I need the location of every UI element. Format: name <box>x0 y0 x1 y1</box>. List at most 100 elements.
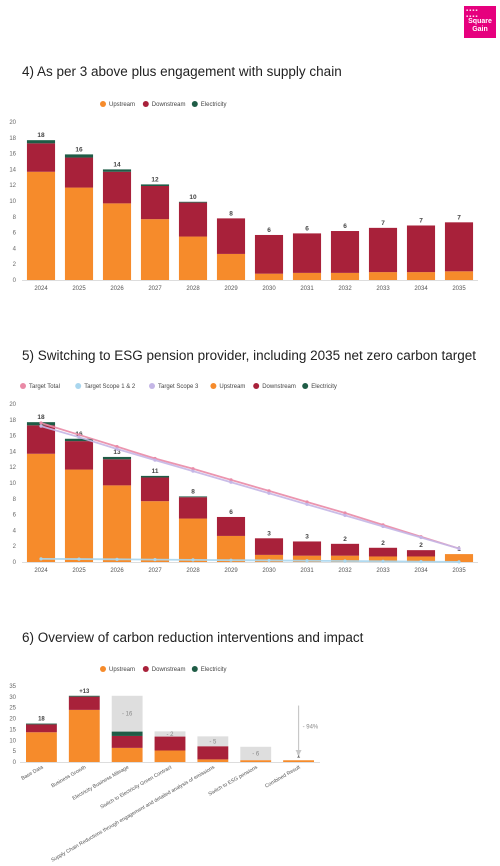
y-tick-label: 6 <box>13 513 17 519</box>
bar-downstream-2025 <box>64 441 94 470</box>
bar-upstream-2033 <box>368 272 398 280</box>
bar-downstream-2029 <box>216 516 246 536</box>
bar-upstream-2028 <box>178 518 208 562</box>
legend-marker-2 <box>191 101 198 107</box>
bar-upstream-2024 <box>26 453 56 562</box>
bar-electricity-0 <box>26 723 57 725</box>
x-tick-label: 2035 <box>452 568 466 574</box>
x-tick-label: Business Growth <box>50 764 87 789</box>
x-tick-label: 2029 <box>224 568 238 574</box>
bar-total-label: 7 <box>457 214 461 221</box>
bar-downstream-2 <box>111 735 143 748</box>
y-tick-label: 30 <box>9 695 16 701</box>
bar-value-label: - 6 <box>252 752 260 758</box>
bar-total-label: 10 <box>189 194 197 201</box>
bar-downstream-2032 <box>330 231 360 273</box>
bar-downstream-3 <box>154 736 186 751</box>
bar-upstream-2035 <box>444 554 474 562</box>
bar-downstream-0 <box>26 724 57 733</box>
bar-downstream-2027 <box>140 185 170 220</box>
line-point-2-9 <box>381 524 385 529</box>
line-point-1-4 <box>191 558 195 562</box>
legend-marker-2 <box>191 666 198 672</box>
legend-label-2: Target Scope 3 <box>158 384 199 390</box>
bar-upstream-2034 <box>406 272 436 280</box>
legend-marker-0 <box>100 101 106 107</box>
bar-upstream-2029 <box>216 253 246 280</box>
x-tick-label: 2034 <box>414 286 428 292</box>
bar-upstream-2031 <box>292 555 322 562</box>
x-tick-label: Supply Chain Reductions through engageme… <box>50 764 216 863</box>
bar-electricity-2027 <box>140 184 170 186</box>
x-tick-label: Switch to Electricity Green Contract <box>99 764 173 810</box>
reduction-percent-label: - 94% <box>303 724 319 730</box>
section-5-heading: 5) Switching to ESG pension provider, in… <box>22 348 477 363</box>
x-tick-label: 2027 <box>148 568 162 574</box>
x-tick-label: 2031 <box>300 568 314 574</box>
bar-electricity-1 <box>68 695 100 697</box>
legend-label-0: Upstream <box>109 667 135 673</box>
bar-total-label: 6 <box>343 223 347 230</box>
y-tick-label: 4 <box>13 528 17 534</box>
line-point-1-2 <box>115 557 119 561</box>
y-tick-label: 10 <box>9 481 16 487</box>
legend-label-0: Upstream <box>109 102 135 108</box>
line-point-1-3 <box>153 558 157 562</box>
bar-total-label: 18 <box>37 414 45 421</box>
square-gain-logo: ▪▪▪▪ ▪▪▪▪ Square Gain <box>464 6 496 38</box>
bar-electricity-2028 <box>178 496 208 498</box>
bar-downstream-2034 <box>406 550 436 557</box>
legend-label-2: Electricity <box>201 667 227 673</box>
line-point-2-8 <box>343 513 347 517</box>
bar-upstream-6 <box>283 760 314 762</box>
y-tick-label: 16 <box>9 152 16 158</box>
bar-downstream-2027 <box>140 477 170 502</box>
chart-6-interventions: Upstream Downstream Electricity 0 5 10 15 20 25 3… <box>9 666 320 864</box>
bar-total-label: 6 <box>305 225 309 232</box>
y-tick-label: 6 <box>13 231 17 237</box>
section-6-heading: 6) Overview of carbon reduction interven… <box>22 630 364 645</box>
bar-downstream-2028 <box>178 202 208 237</box>
bar-downstream-4 <box>197 746 229 760</box>
bar-electricity-2024 <box>26 140 56 144</box>
line-point-1-6 <box>267 558 271 563</box>
x-tick-label: 2026 <box>110 286 124 292</box>
bar-downstream-1 <box>68 696 100 710</box>
bar-total-label: 11 <box>152 468 159 475</box>
legend-marker-1 <box>75 383 82 389</box>
legend-marker-0 <box>20 383 26 389</box>
line-point-1-5 <box>229 558 233 562</box>
bar-downstream-2024 <box>26 425 56 454</box>
bar-upstream-2 <box>111 747 143 762</box>
bar-total-label: 2 <box>381 540 385 547</box>
bar-upstream-2027 <box>140 219 170 280</box>
bar-upstream-3 <box>154 750 186 762</box>
x-tick-label: 2030 <box>262 286 276 292</box>
x-tick-label: 2027 <box>148 286 162 292</box>
bar-upstream-2028 <box>178 236 208 280</box>
legend-label-2: Electricity <box>201 102 227 108</box>
x-tick-label: 2035 <box>452 286 466 292</box>
y-tick-label: 2 <box>13 262 17 268</box>
line-point-0-5 <box>229 478 233 482</box>
bar-total-label: 2 <box>343 536 347 543</box>
bar-upstream-2024 <box>26 171 56 280</box>
y-tick-label: 10 <box>9 199 16 205</box>
line-point-2-4 <box>191 469 195 473</box>
bar-total-label: 8 <box>229 210 233 217</box>
line-point-2-2 <box>115 447 119 451</box>
bar-total-label: 16 <box>75 146 83 153</box>
y-tick-label: 12 <box>9 465 16 471</box>
legend-marker-2 <box>149 383 155 389</box>
y-tick-label: 20 <box>9 402 16 408</box>
bar-downstream-2026 <box>102 459 132 486</box>
line-point-1-10 <box>419 560 423 564</box>
line-point-2-10 <box>419 535 423 540</box>
legend-marker-0 <box>100 666 106 672</box>
bar-downstream-2031 <box>292 233 322 273</box>
line-point-0-4 <box>191 467 195 471</box>
line-point-0-7 <box>305 500 309 504</box>
legend-marker-1 <box>142 666 149 672</box>
bar-total-label: 8 <box>191 488 195 495</box>
bar-total-label: 12 <box>151 176 159 183</box>
